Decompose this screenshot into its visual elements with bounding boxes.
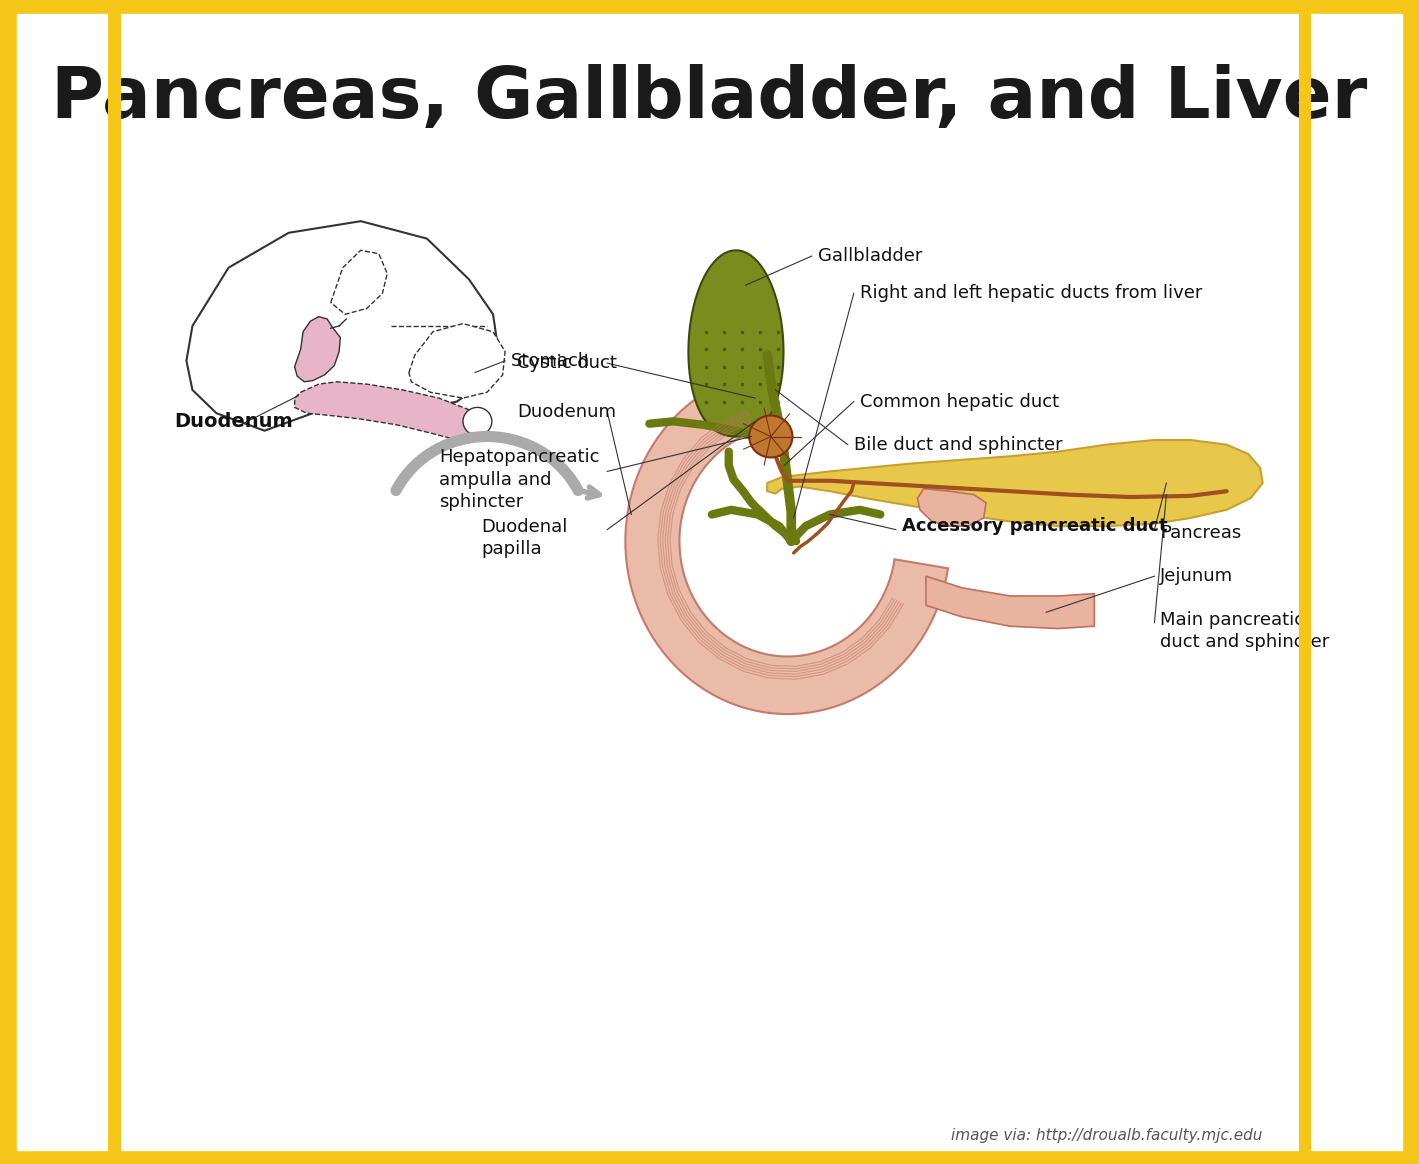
Text: Common hepatic duct: Common hepatic duct (860, 392, 1059, 411)
Text: Bile duct and sphincter: Bile duct and sphincter (854, 435, 1063, 454)
Text: Jejunum: Jejunum (1161, 567, 1233, 585)
Polygon shape (626, 370, 948, 714)
Polygon shape (295, 382, 487, 440)
Circle shape (463, 407, 492, 435)
Text: Accessory pancreatic duct: Accessory pancreatic duct (902, 517, 1168, 535)
Text: Duodenum: Duodenum (175, 412, 294, 431)
Text: Pancreas, Gallbladder, and Liver: Pancreas, Gallbladder, and Liver (51, 64, 1368, 134)
Text: Main pancreatic
duct and sphincter: Main pancreatic duct and sphincter (1161, 611, 1330, 651)
Text: Pancreas: Pancreas (1161, 524, 1242, 542)
Text: Duodenal
papilla: Duodenal papilla (481, 518, 568, 558)
Polygon shape (295, 317, 341, 382)
Text: Stomach: Stomach (511, 352, 590, 370)
Text: Duodenum: Duodenum (517, 403, 616, 421)
Polygon shape (927, 576, 1094, 629)
Text: Hepatopancreatic
ampulla and
sphincter: Hepatopancreatic ampulla and sphincter (438, 448, 599, 511)
Text: Cystic duct: Cystic duct (517, 354, 617, 372)
Text: image via: http://droualb.faculty.mjc.edu: image via: http://droualb.faculty.mjc.ed… (951, 1128, 1263, 1143)
Polygon shape (768, 440, 1263, 526)
Text: Right and left hepatic ducts from liver: Right and left hepatic ducts from liver (860, 284, 1202, 303)
Text: Gallbladder: Gallbladder (817, 247, 922, 265)
Polygon shape (186, 221, 499, 431)
Polygon shape (688, 250, 783, 436)
Circle shape (749, 416, 792, 457)
Polygon shape (331, 250, 387, 314)
Polygon shape (409, 324, 505, 398)
Polygon shape (918, 489, 986, 526)
